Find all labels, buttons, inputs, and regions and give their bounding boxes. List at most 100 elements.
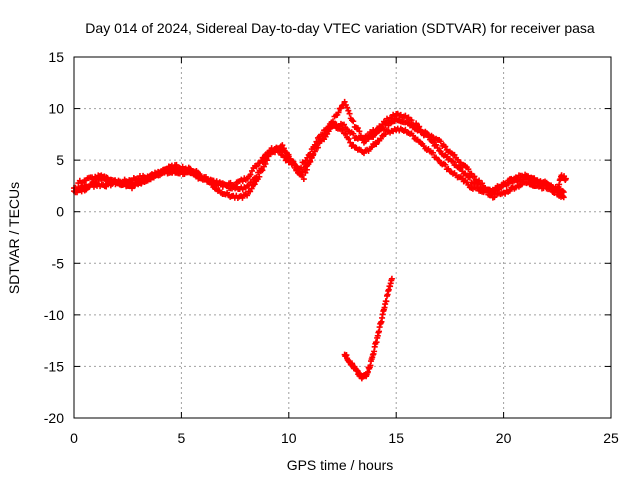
data-point xyxy=(491,194,498,201)
y-tick-label: 15 xyxy=(48,49,64,65)
data-point xyxy=(502,190,509,197)
data-point xyxy=(380,126,387,133)
data-point xyxy=(253,163,260,170)
data-point xyxy=(382,131,389,138)
y-tick-label: -20 xyxy=(44,410,64,426)
y-tick-label: 10 xyxy=(48,101,64,117)
axis-ticks xyxy=(73,56,612,419)
data-point xyxy=(299,172,306,179)
data-point xyxy=(285,151,292,158)
grid-lines xyxy=(74,57,611,418)
data-point xyxy=(365,133,372,140)
data-point xyxy=(329,118,336,125)
data-point xyxy=(437,138,444,145)
data-point xyxy=(342,130,349,137)
x-tick-label: 15 xyxy=(388,430,404,446)
data-point xyxy=(335,109,342,116)
data-point xyxy=(145,176,152,183)
data-point xyxy=(303,166,310,173)
data-point xyxy=(311,148,318,155)
data-point xyxy=(560,194,567,201)
data-point xyxy=(103,183,110,190)
data-point xyxy=(128,185,135,192)
data-point xyxy=(562,175,569,182)
data-point xyxy=(457,159,464,166)
data-point xyxy=(433,141,440,148)
data-point xyxy=(416,123,423,130)
data-point xyxy=(248,185,255,192)
data-point xyxy=(471,173,478,180)
y-axis-label: SDTVAR / TECUs xyxy=(6,182,22,294)
data-point xyxy=(506,187,513,194)
data-point xyxy=(247,171,254,178)
data-point xyxy=(449,158,456,165)
data-point xyxy=(559,193,566,200)
y-tick-label: 0 xyxy=(56,204,64,220)
data-point xyxy=(294,166,301,173)
data-point xyxy=(173,161,180,168)
data-point xyxy=(529,175,536,182)
data-point xyxy=(345,135,352,142)
data-point xyxy=(344,104,351,111)
data-point xyxy=(280,145,287,152)
data-point xyxy=(101,173,108,180)
data-point xyxy=(479,180,486,187)
data-point xyxy=(302,169,309,176)
data-point xyxy=(442,161,449,168)
data-point xyxy=(264,157,271,164)
x-tick-label: 10 xyxy=(281,430,297,446)
data-point xyxy=(503,181,510,188)
data-point xyxy=(451,151,458,158)
x-tick-label: 25 xyxy=(603,430,619,446)
data-point xyxy=(341,121,348,128)
data-point xyxy=(560,189,567,196)
data-point xyxy=(383,298,390,305)
data-point xyxy=(442,143,449,150)
data-point xyxy=(413,120,420,127)
data-point xyxy=(443,153,450,160)
series-isolated-dip xyxy=(341,275,395,382)
data-point xyxy=(350,130,357,137)
data-point xyxy=(559,188,566,195)
data-point xyxy=(388,275,395,282)
data-point xyxy=(459,175,466,182)
x-axis-label: GPS time / hours xyxy=(287,457,394,473)
plot-frame xyxy=(73,56,612,419)
data-point xyxy=(94,180,101,187)
data-point xyxy=(323,128,330,135)
data-point xyxy=(265,153,272,160)
data-point xyxy=(310,152,317,159)
data-point xyxy=(537,178,544,185)
data-point xyxy=(346,110,353,117)
data-point xyxy=(350,118,357,125)
y-tick-label: -10 xyxy=(44,307,64,323)
data-point xyxy=(239,194,246,201)
data-point xyxy=(368,144,375,151)
data-point xyxy=(354,125,361,132)
data-point xyxy=(104,174,111,181)
data-point xyxy=(244,192,251,199)
y-tick-label: -15 xyxy=(44,358,64,374)
data-point xyxy=(259,167,266,174)
data-markers xyxy=(71,98,569,382)
data-point xyxy=(325,125,332,132)
data-point xyxy=(256,173,263,180)
data-point xyxy=(356,128,363,135)
data-point xyxy=(347,139,354,146)
data-point xyxy=(300,176,307,183)
data-point xyxy=(341,98,348,105)
data-point xyxy=(430,149,437,156)
data-point xyxy=(373,141,380,148)
data-point xyxy=(382,119,389,126)
tick-labels: 0 5 10 15 20 25 -20 -15 -10 -5 0 5 10 15 xyxy=(44,49,619,446)
data-point xyxy=(465,166,472,173)
data-point xyxy=(279,142,286,149)
x-tick-label: 5 xyxy=(178,430,186,446)
data-point xyxy=(251,181,258,188)
data-point xyxy=(408,117,415,124)
data-point xyxy=(476,177,483,184)
data-point xyxy=(368,130,375,137)
x-tick-label: 0 xyxy=(70,430,78,446)
y-tick-label: 5 xyxy=(56,152,64,168)
